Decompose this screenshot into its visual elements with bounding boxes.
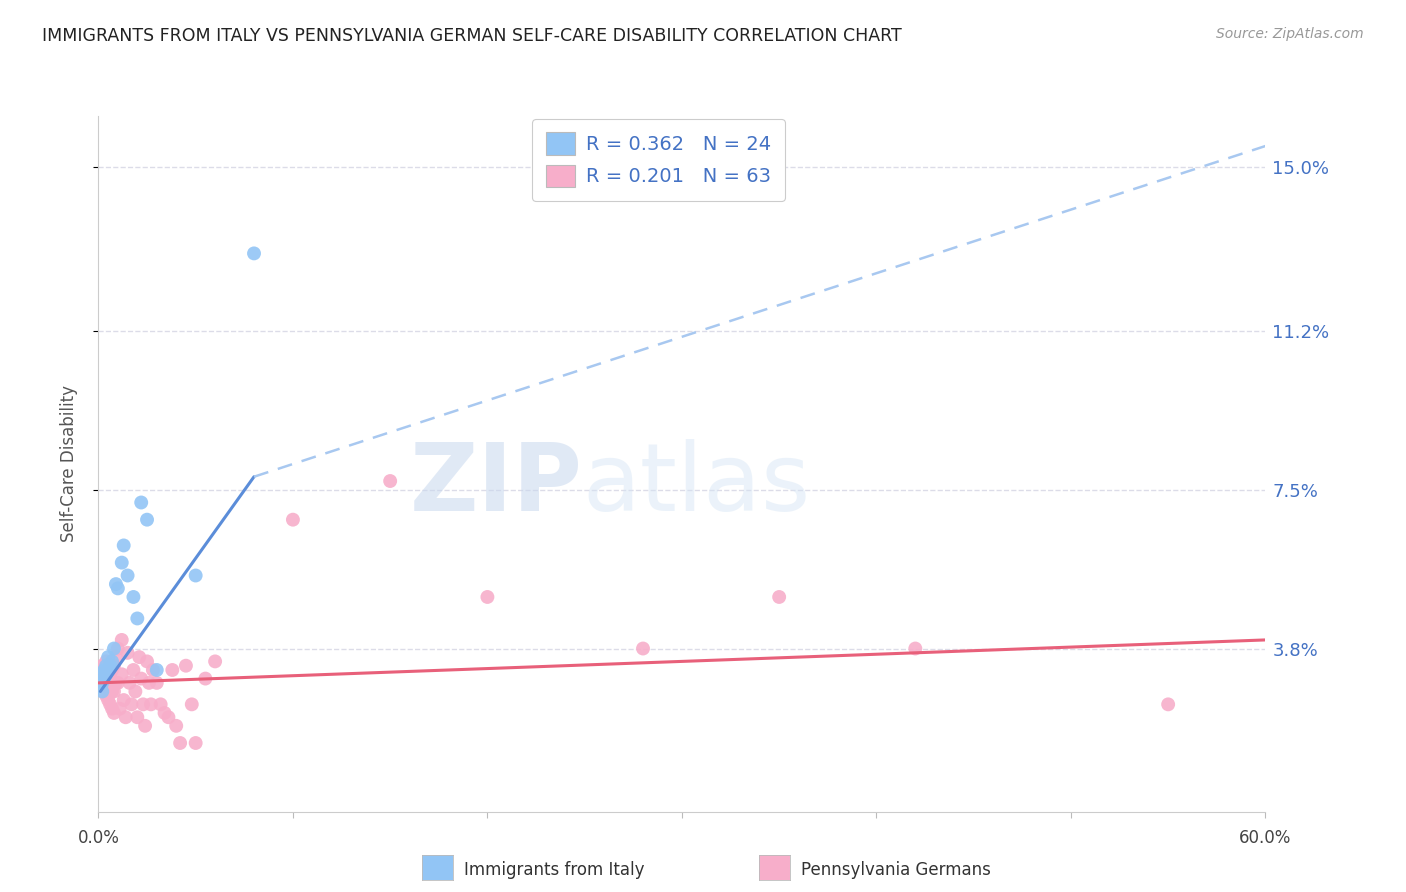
Point: [169, 736, 191, 750]
Point: [184, 568, 207, 582]
Point: [149, 698, 172, 712]
Point: [631, 641, 654, 656]
Point: [91, 667, 114, 681]
Point: [165, 719, 187, 733]
Point: [107, 641, 129, 656]
Point: [146, 663, 169, 677]
Point: [96, 654, 118, 668]
Point: [97, 676, 120, 690]
Point: [122, 663, 145, 677]
Point: [204, 654, 226, 668]
Point: [174, 658, 197, 673]
Point: [127, 710, 149, 724]
Point: [146, 676, 169, 690]
Point: [93, 663, 115, 677]
Point: [91, 676, 114, 690]
Point: [97, 658, 120, 673]
Point: [98, 667, 121, 681]
Point: [132, 698, 155, 712]
Point: [97, 663, 120, 677]
Point: [184, 736, 207, 750]
Point: [96, 667, 118, 681]
Point: [111, 667, 134, 681]
Point: [97, 650, 120, 665]
Point: [112, 693, 135, 707]
Point: [89, 672, 111, 686]
Point: [89, 667, 111, 681]
Point: [180, 698, 202, 712]
Point: [124, 684, 146, 698]
Legend: R = 0.362   N = 24, R = 0.201   N = 63: R = 0.362 N = 24, R = 0.201 N = 63: [531, 119, 785, 201]
Point: [89, 663, 111, 677]
Point: [93, 663, 115, 677]
Point: [103, 684, 125, 698]
Point: [101, 654, 124, 668]
Point: [103, 658, 125, 673]
Point: [136, 513, 159, 527]
Point: [243, 246, 266, 260]
Point: [1157, 698, 1180, 712]
Point: [103, 641, 125, 656]
Point: [107, 676, 129, 690]
Point: [117, 646, 139, 660]
Point: [93, 676, 115, 690]
Point: [128, 650, 150, 665]
Point: [157, 710, 180, 724]
Point: [378, 474, 402, 488]
Text: Immigrants from Italy: Immigrants from Italy: [464, 861, 644, 879]
Text: ZIP: ZIP: [409, 439, 582, 531]
Text: IMMIGRANTS FROM ITALY VS PENNSYLVANIA GERMAN SELF-CARE DISABILITY CORRELATION CH: IMMIGRANTS FROM ITALY VS PENNSYLVANIA GE…: [42, 27, 901, 45]
Point: [142, 663, 165, 677]
Point: [98, 658, 121, 673]
Point: [768, 590, 790, 604]
Point: [114, 710, 136, 724]
Point: [111, 632, 134, 647]
Point: [101, 701, 124, 715]
Point: [93, 672, 115, 686]
Text: 0.0%: 0.0%: [77, 830, 120, 847]
Point: [91, 658, 114, 673]
Point: [104, 650, 127, 665]
Point: [136, 654, 159, 668]
Text: Source: ZipAtlas.com: Source: ZipAtlas.com: [1216, 27, 1364, 41]
Point: [108, 701, 131, 715]
Point: [153, 706, 176, 720]
Point: [111, 556, 134, 570]
Point: [112, 538, 135, 552]
Point: [101, 684, 124, 698]
Point: [194, 672, 217, 686]
Point: [103, 706, 125, 720]
Y-axis label: Self-Care Disability: Self-Care Disability: [59, 385, 77, 542]
Point: [101, 663, 124, 677]
Point: [121, 698, 143, 712]
Point: [118, 676, 141, 690]
Point: [97, 693, 120, 707]
Point: [477, 590, 499, 604]
Point: [904, 641, 927, 656]
Point: [96, 676, 118, 690]
Point: [122, 590, 145, 604]
Point: [96, 658, 118, 673]
Point: [127, 611, 149, 625]
Point: [104, 577, 127, 591]
Point: [98, 698, 121, 712]
Point: [134, 719, 156, 733]
Point: [117, 568, 139, 582]
Point: [96, 689, 118, 703]
Point: [138, 676, 160, 690]
Point: [91, 684, 114, 698]
Point: [107, 582, 129, 596]
Point: [162, 663, 184, 677]
Text: Pennsylvania Germans: Pennsylvania Germans: [801, 861, 991, 879]
Point: [98, 684, 121, 698]
Point: [139, 698, 162, 712]
Point: [129, 672, 152, 686]
Text: 60.0%: 60.0%: [1239, 830, 1292, 847]
Text: atlas: atlas: [582, 439, 811, 531]
Point: [281, 513, 304, 527]
Point: [104, 676, 127, 690]
Point: [129, 495, 152, 509]
